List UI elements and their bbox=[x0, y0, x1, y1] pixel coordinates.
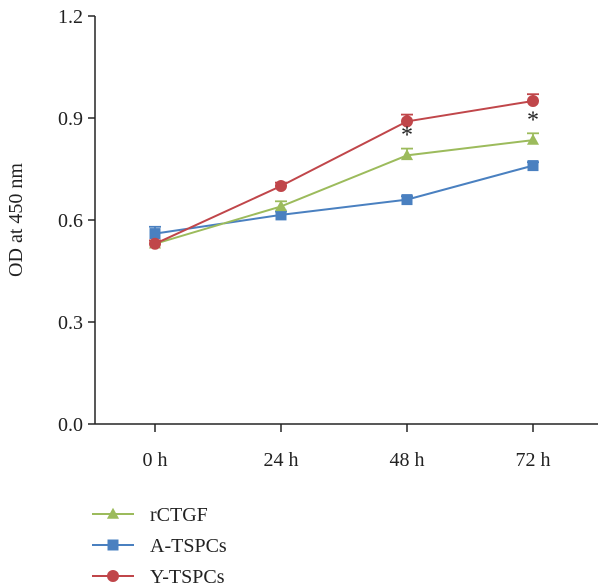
legend-label: A-TSPCs bbox=[150, 535, 227, 557]
data-point bbox=[526, 133, 540, 145]
legend-label: Y-TSPCs bbox=[150, 566, 225, 588]
data-point bbox=[401, 194, 413, 206]
legend-label: rCTGF bbox=[150, 504, 208, 526]
legend-item: A-TSPCs bbox=[92, 535, 227, 557]
legend-swatch-marker bbox=[106, 507, 120, 519]
data-point bbox=[149, 228, 161, 240]
data-point bbox=[401, 115, 413, 128]
legend-item: rCTGF bbox=[92, 504, 208, 526]
y-tick-label: 0.6 bbox=[58, 210, 83, 232]
x-tick-label: 0 h bbox=[143, 449, 168, 471]
legend-swatch-marker bbox=[107, 570, 119, 582]
data-point bbox=[527, 160, 539, 172]
legend-item: Y-TSPCs bbox=[92, 566, 225, 588]
y-tick-label: 0.3 bbox=[58, 312, 83, 334]
series-line bbox=[154, 164, 534, 235]
legend-swatch-marker bbox=[107, 539, 119, 551]
x-tick-label: 24 h bbox=[264, 449, 299, 471]
legend: rCTGF A-TSPCs Y-TSPCs bbox=[92, 504, 227, 588]
y-axis-label: OD at 450 nm bbox=[5, 163, 27, 277]
series-line bbox=[154, 100, 534, 245]
y-tick-label: 1.2 bbox=[58, 6, 83, 28]
series-rctgf bbox=[148, 132, 540, 249]
data-point bbox=[400, 149, 414, 161]
data-point bbox=[275, 209, 287, 221]
y-tick-label: 0.9 bbox=[58, 108, 83, 130]
axes bbox=[94, 16, 598, 425]
y-ticks: 0.0 0.3 0.6 0.9 1.2 bbox=[58, 6, 95, 436]
data-point bbox=[527, 95, 539, 107]
annotations: ** bbox=[401, 107, 539, 148]
x-tick-label: 72 h bbox=[516, 449, 551, 471]
significance-marker: * bbox=[401, 123, 413, 149]
series-group bbox=[148, 93, 540, 250]
significance-marker: * bbox=[527, 107, 539, 133]
data-point bbox=[275, 180, 287, 192]
series-y-tspcs bbox=[149, 93, 539, 250]
data-point bbox=[274, 200, 288, 212]
data-point bbox=[149, 237, 161, 250]
x-ticks: 0 h 24 h 48 h 72 h bbox=[143, 424, 551, 471]
series-line bbox=[154, 139, 534, 245]
y-tick-label: 0.0 bbox=[58, 414, 83, 436]
x-tick-label: 48 h bbox=[390, 449, 425, 471]
